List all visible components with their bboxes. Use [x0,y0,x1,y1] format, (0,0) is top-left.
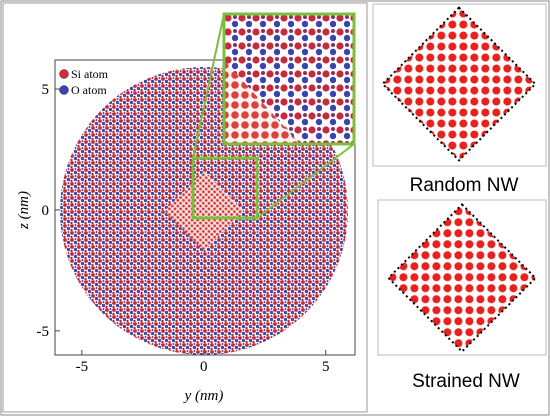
x-tick-label: 0 [200,359,208,375]
main-plot [55,14,355,355]
x-tick-label: -5 [76,359,89,375]
x-tick-label: 5 [322,359,330,375]
panel-label: Random NW [410,175,519,196]
zoom-inset [224,14,354,144]
y-tick-label: -5 [37,324,50,340]
legend-label: Si atom [71,67,109,81]
y-tick-label: 0 [42,203,50,219]
x-axis-label: y (nm) [183,388,224,404]
legend-label: O atom [71,83,107,97]
random-nw-panel [373,4,546,166]
legend-marker [60,70,69,79]
figure: y (nm) z (nm) Random NW Strained NW -5 0 5… [0,0,550,416]
panel-label: Strained NW [412,371,520,392]
legend-marker [60,86,69,95]
strained-nw-panel [378,200,546,355]
y-tick-label: 5 [42,82,50,98]
y-axis-label: z (nm) [16,191,32,230]
